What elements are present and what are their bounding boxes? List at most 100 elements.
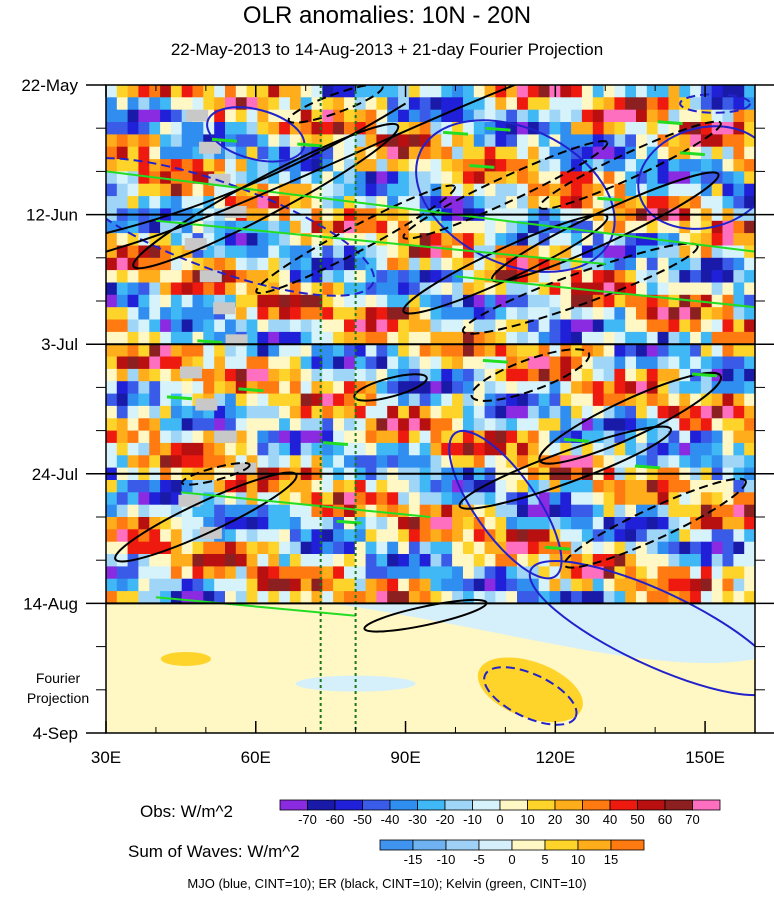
obs-cell (344, 541, 356, 555)
obs-cell (354, 591, 367, 604)
obs-cell (614, 294, 626, 308)
obs-cell (452, 591, 464, 604)
obs-cell (127, 294, 139, 308)
obs-cell (311, 319, 323, 333)
obs-cell (668, 591, 680, 604)
obs-cell (192, 529, 204, 543)
obs-cell (408, 430, 421, 444)
obs-cell (354, 442, 367, 456)
obs-cell (387, 233, 399, 246)
obs-cell (646, 430, 659, 444)
obs-cell (257, 307, 269, 321)
obs-cell (733, 356, 745, 370)
obs-cell (365, 492, 377, 506)
obs-cell (506, 393, 518, 407)
obs-cell (214, 504, 226, 518)
obs-cell (690, 196, 702, 209)
obs-cell (138, 517, 150, 530)
obs-cell (495, 196, 507, 209)
obs-cell (398, 196, 410, 209)
obs-cell (700, 270, 713, 283)
obs-cell (311, 430, 323, 444)
obs-cell (322, 233, 334, 246)
obs-cell (636, 393, 648, 407)
obs-cell (138, 578, 150, 592)
obs-cell (149, 134, 161, 148)
obs-cell (560, 159, 572, 172)
obs-cell (484, 319, 496, 333)
kelvin-contour (166, 395, 193, 401)
obs-cell (387, 356, 399, 370)
obs-cell (365, 282, 377, 296)
obs-cell (192, 270, 204, 283)
obs-cell (311, 109, 323, 123)
obs-cell (225, 109, 237, 123)
projection-positive-region (160, 651, 211, 666)
obs-cell (279, 183, 291, 197)
obs-cell (484, 220, 496, 234)
obs-cell (387, 220, 399, 234)
obs-cell (711, 319, 724, 333)
obs-cell (408, 393, 421, 407)
obs-cell (668, 245, 680, 259)
obs-cell (311, 541, 323, 555)
obs-cell (235, 159, 248, 172)
obs-cell (300, 591, 313, 604)
obs-cell (398, 159, 410, 172)
obs-cell (430, 245, 442, 259)
obs-cell (668, 122, 680, 135)
obs-cell (419, 529, 432, 543)
obs-cell (506, 405, 518, 419)
obs-cell (138, 270, 150, 283)
obs-cell (527, 368, 540, 382)
obs-cell (452, 146, 464, 160)
obs-cell (463, 356, 475, 370)
obs-cell (527, 529, 540, 543)
obs-cell (376, 196, 388, 209)
obs-cell (387, 554, 399, 567)
obs-cell (441, 319, 453, 333)
obs-cell (506, 109, 518, 123)
obs-cell (116, 282, 129, 296)
obs-cell (484, 578, 496, 592)
obs-cell (668, 381, 680, 395)
obs-cell (571, 578, 583, 592)
obs-cell (484, 405, 496, 419)
obs-cell (160, 517, 172, 530)
obs-cell (138, 122, 150, 135)
obs-cell (430, 307, 442, 321)
obs-cell (354, 159, 367, 172)
obs-cell (506, 220, 518, 234)
obs-cell (722, 146, 734, 160)
obs-cell (376, 418, 388, 432)
obs-cell (722, 529, 734, 543)
obs-cell (408, 183, 421, 197)
obs-cell (246, 294, 258, 308)
obs-cell (711, 233, 724, 246)
obs-cell (560, 381, 572, 395)
projection-negative-region (295, 675, 416, 692)
obs-cell (344, 134, 356, 148)
obs-cell (138, 393, 150, 407)
obs-cell (668, 134, 680, 148)
obs-cell (160, 480, 172, 493)
obs-cell (733, 134, 745, 148)
obs-cell (733, 517, 745, 530)
projection-label-line1: Fourier (35, 670, 81, 686)
obs-cell (463, 492, 475, 506)
obs-cell (430, 331, 442, 345)
obs-cell (322, 307, 334, 321)
obs-cell (149, 455, 161, 469)
obs-cell (387, 578, 399, 592)
obs-cell (625, 344, 637, 358)
colorbar-label: -50 (353, 812, 372, 827)
obs-cell (322, 418, 334, 432)
obs-cell (495, 294, 507, 308)
obs-cell (387, 381, 399, 395)
obs-cell (506, 196, 518, 209)
obs-cell (116, 578, 129, 592)
obs-cell (300, 122, 313, 135)
obs-cell (311, 331, 323, 345)
obs-cell (311, 171, 323, 185)
obs-cell (376, 381, 388, 395)
